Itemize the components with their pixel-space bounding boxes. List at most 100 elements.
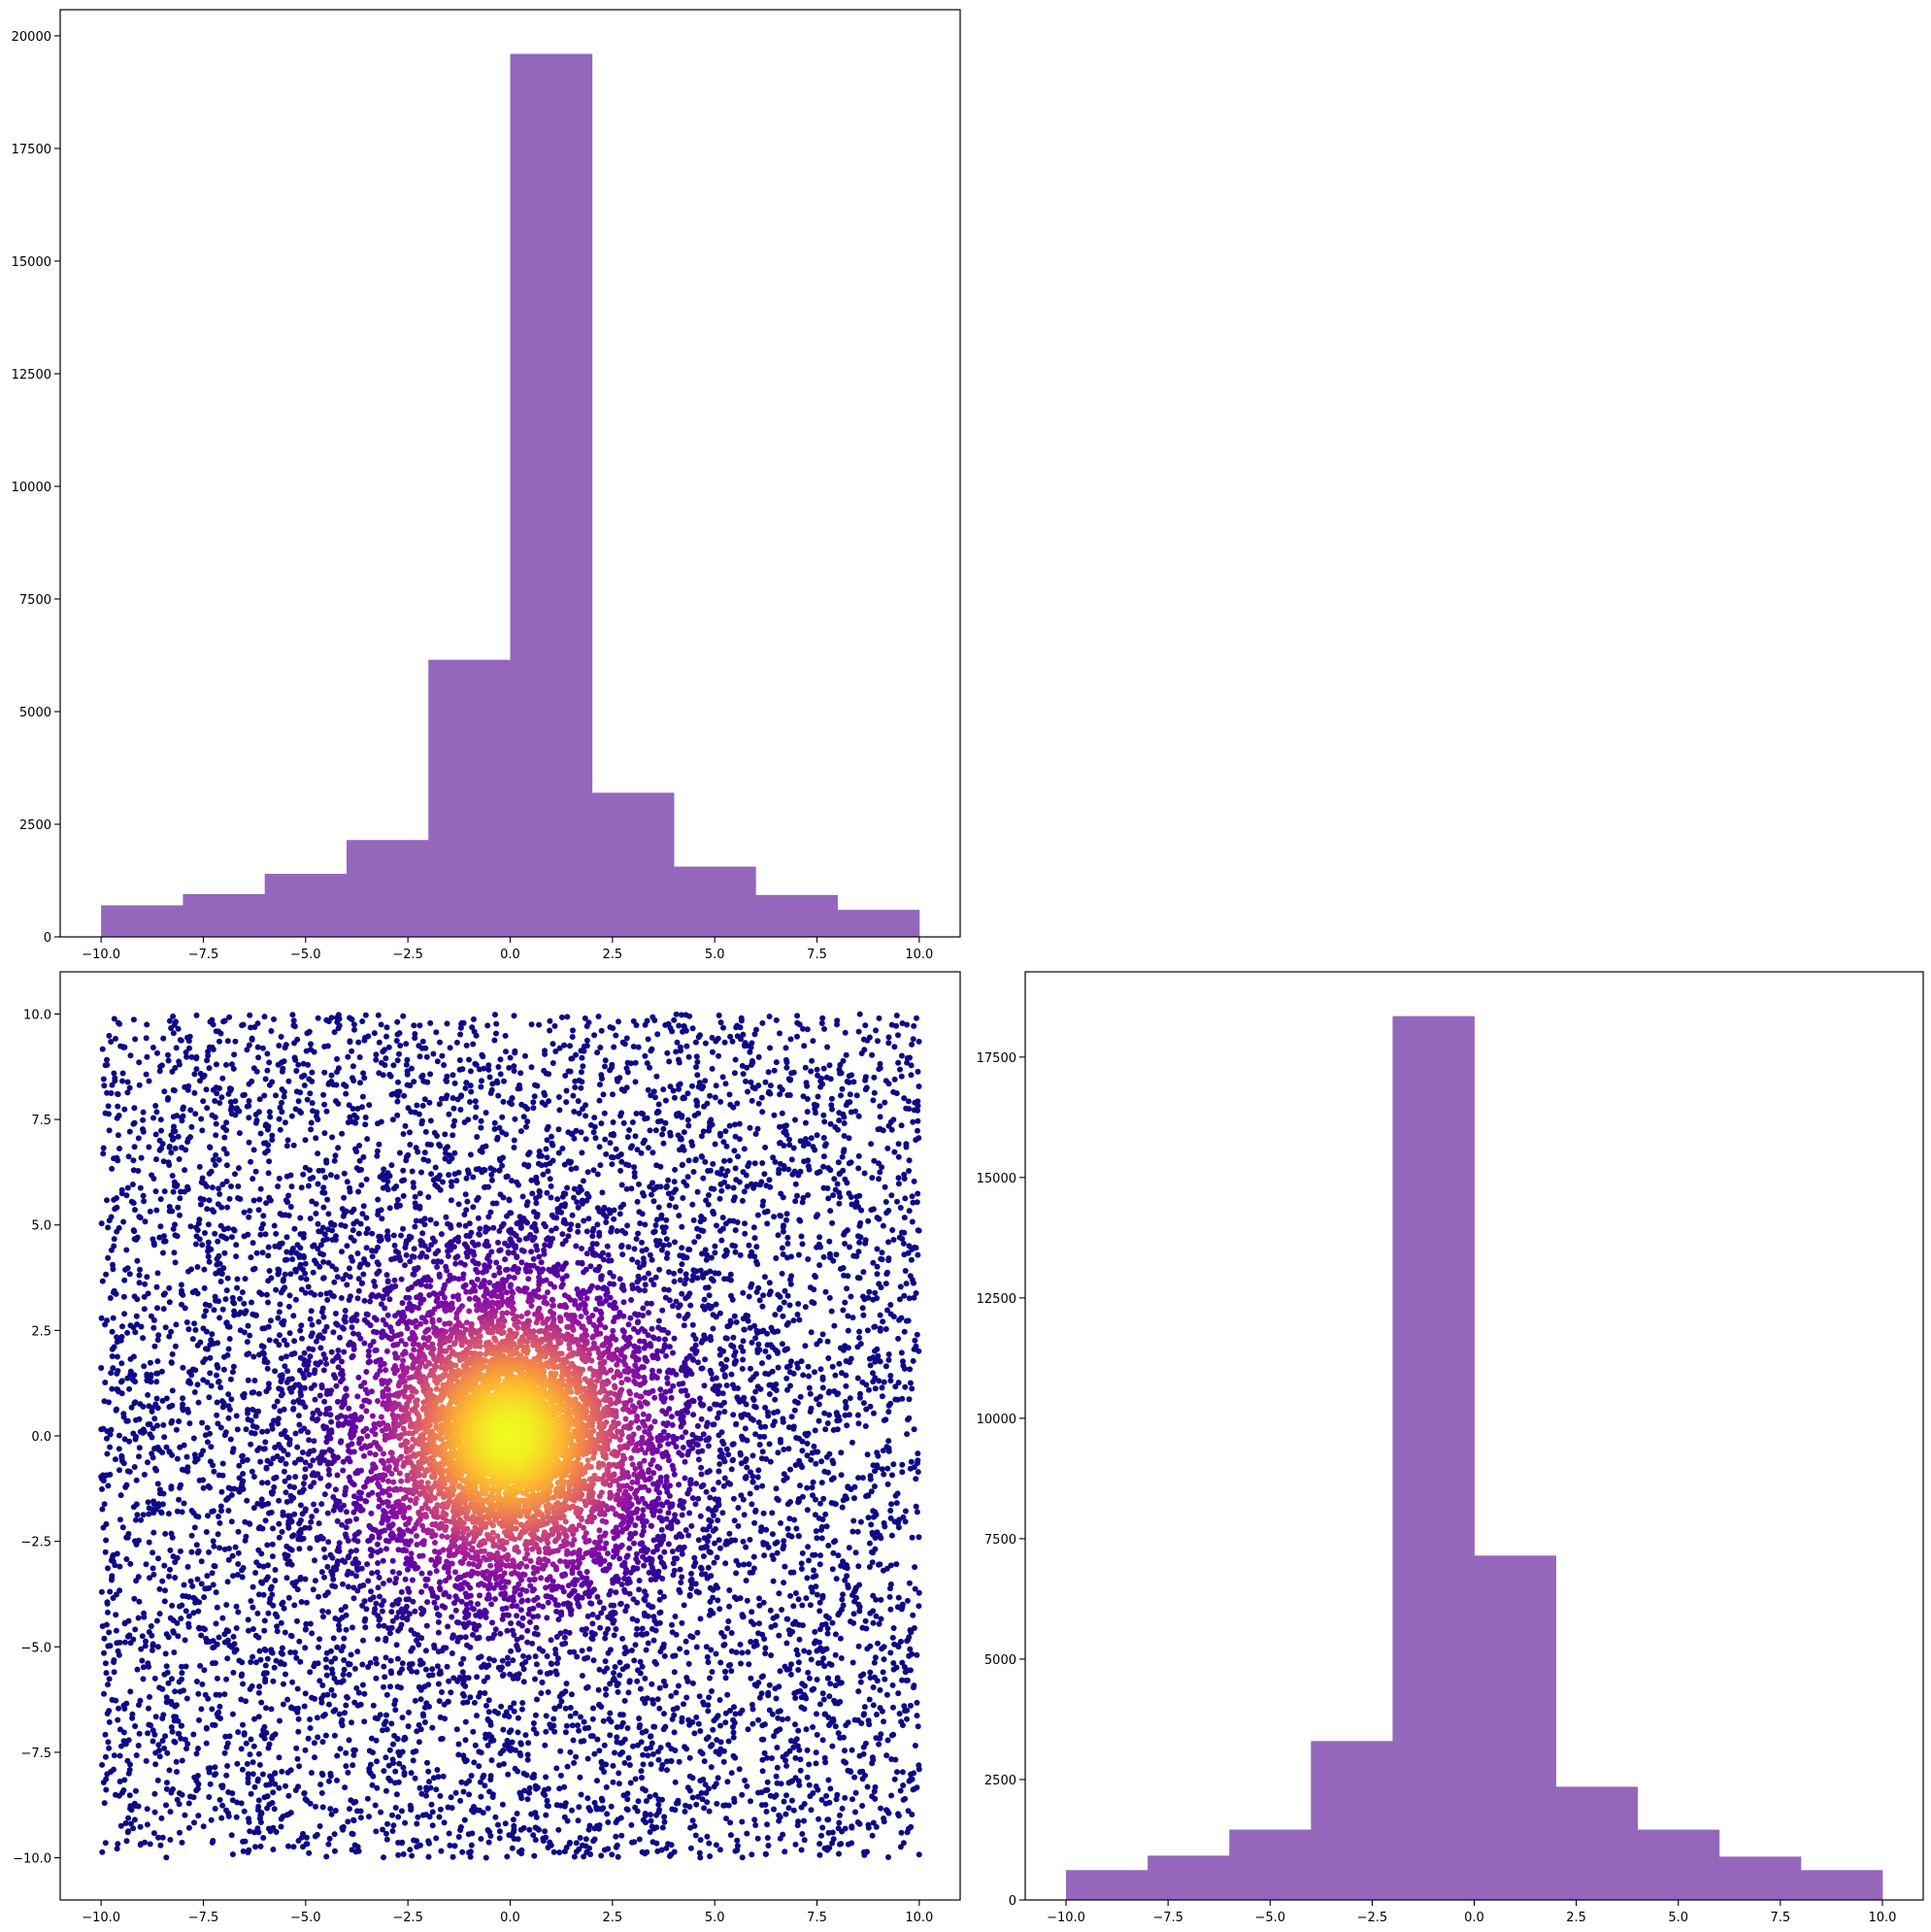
scatter-point xyxy=(203,1308,209,1315)
scatter-point xyxy=(705,1201,712,1208)
scatter-point xyxy=(481,1772,487,1779)
scatter-point xyxy=(697,1778,704,1784)
scatter-point xyxy=(130,1157,137,1164)
scatter-point xyxy=(794,1192,800,1199)
scatter-point xyxy=(848,1618,853,1625)
scatter-point xyxy=(327,1172,334,1179)
scatter-point xyxy=(697,1854,704,1861)
scatter-point xyxy=(655,1204,662,1211)
scatter-point xyxy=(631,1174,638,1180)
scatter-point xyxy=(664,1758,670,1765)
scatter-point xyxy=(233,1253,240,1260)
scatter-point xyxy=(425,1853,432,1860)
scatter-point xyxy=(375,1120,381,1127)
scatter-point xyxy=(410,1757,416,1764)
scatter-point xyxy=(331,1221,338,1228)
scatter-point xyxy=(782,1287,788,1294)
scatter-point xyxy=(759,1303,766,1310)
scatter-point xyxy=(649,1681,655,1687)
scatter-point xyxy=(252,1112,259,1117)
scatter-point xyxy=(124,1757,131,1764)
scatter-point xyxy=(185,1620,192,1627)
scatter-point xyxy=(508,1727,515,1734)
scatter-point xyxy=(172,1259,179,1266)
scatter-point xyxy=(223,1772,230,1779)
scatter-point xyxy=(700,1699,707,1706)
scatter-point xyxy=(116,1432,122,1439)
scatter-point xyxy=(892,1383,899,1390)
scatter-point xyxy=(774,1495,781,1502)
scatter-point xyxy=(162,1587,168,1594)
scatter-point xyxy=(373,1051,380,1058)
scatter-point xyxy=(223,1162,230,1169)
scatter-point xyxy=(245,1322,251,1329)
scatter-point xyxy=(793,1435,800,1441)
scatter-point xyxy=(197,1662,204,1669)
scatter-point xyxy=(813,1460,819,1467)
scatter-point xyxy=(883,1691,890,1698)
scatter-point xyxy=(468,1088,475,1095)
scatter-point xyxy=(219,1615,226,1621)
scatter-point xyxy=(728,1648,735,1654)
scatter-point xyxy=(108,1214,115,1220)
scatter-point xyxy=(864,1783,871,1790)
scatter-point xyxy=(795,1818,802,1825)
scatter-point xyxy=(895,1811,901,1817)
scatter-point xyxy=(111,1236,117,1243)
scatter-point xyxy=(794,1019,801,1026)
scatter-point xyxy=(572,1710,579,1716)
scatter-point xyxy=(896,1296,903,1303)
scatter-point xyxy=(170,1030,177,1037)
scatter-point xyxy=(856,1752,863,1759)
scatter-point xyxy=(260,1213,267,1219)
scatter-point xyxy=(224,1637,231,1644)
scatter-point xyxy=(301,1072,308,1079)
scatter-point xyxy=(260,1591,267,1598)
scatter-point xyxy=(784,1241,791,1247)
scatter-point xyxy=(597,1082,603,1088)
scatter-point xyxy=(308,1041,314,1048)
scatter-point xyxy=(160,1035,167,1042)
scatter-point xyxy=(784,1525,791,1532)
scatter-point xyxy=(101,1501,108,1508)
scatter-point xyxy=(259,1771,266,1778)
scatter-point xyxy=(361,1075,368,1082)
scatter-point xyxy=(717,1722,723,1729)
scatter-point xyxy=(772,1540,779,1547)
scatter-point xyxy=(366,1814,372,1820)
scatter-point xyxy=(916,1589,922,1596)
scatter-point xyxy=(872,1783,879,1790)
scatter-point xyxy=(204,1424,211,1431)
scatter-point xyxy=(613,1032,619,1039)
scatter-point xyxy=(423,1700,430,1707)
scatter-point xyxy=(150,1529,157,1536)
scatter-point xyxy=(773,1773,780,1780)
scatter-point xyxy=(242,1838,249,1845)
scatter-point xyxy=(261,1014,268,1020)
scatter-point xyxy=(671,1669,678,1676)
scatter-point xyxy=(383,1726,390,1733)
scatter-point xyxy=(562,1800,569,1807)
scatter-point xyxy=(416,1721,422,1728)
scatter-point xyxy=(866,1355,873,1362)
scatter-point xyxy=(389,1116,396,1123)
scatter-point xyxy=(605,1819,612,1825)
scatter-point xyxy=(102,1380,109,1385)
scatter-point xyxy=(732,1165,739,1172)
scatter-point xyxy=(890,1660,897,1666)
scatter-point xyxy=(341,1170,348,1177)
scatter-point xyxy=(512,1049,518,1056)
scatter-point xyxy=(876,1281,882,1287)
scatter-point xyxy=(717,1132,724,1139)
scatter-point xyxy=(780,1831,786,1838)
scatter-point xyxy=(254,1044,261,1050)
scatter-point xyxy=(135,1803,142,1810)
scatter-point xyxy=(103,1271,110,1278)
scatter-point xyxy=(307,1090,314,1097)
scatter-point xyxy=(858,1050,865,1056)
scatter-point xyxy=(860,1400,867,1407)
scatter-point xyxy=(159,1578,166,1584)
scatter-point xyxy=(867,1362,874,1369)
scatter-point xyxy=(154,1049,160,1056)
scatter-point xyxy=(324,1691,331,1698)
